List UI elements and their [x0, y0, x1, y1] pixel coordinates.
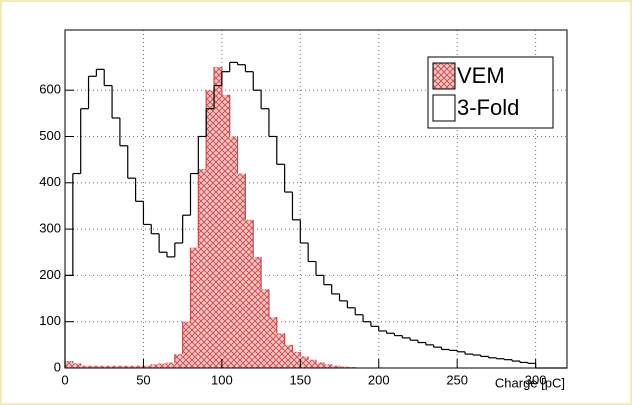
legend-swatch	[432, 94, 456, 122]
histogram-bar	[284, 344, 293, 368]
histogram-bar	[221, 94, 230, 369]
histogram-bar	[214, 67, 222, 368]
x-tick-label: 250	[446, 372, 468, 387]
histogram-bar	[237, 173, 246, 368]
x-tick-label: 0	[61, 372, 68, 387]
histogram-bar	[292, 351, 301, 368]
legend-swatch	[432, 62, 456, 90]
histogram-bar	[127, 365, 136, 368]
x-axis-title: Charge [pC]	[495, 375, 565, 390]
histogram-bar	[316, 362, 324, 368]
histogram-bar	[261, 289, 269, 368]
histogram-bar	[198, 168, 207, 368]
histogram-bar	[206, 90, 215, 369]
histogram-bar	[166, 362, 175, 368]
histogram-bar	[119, 365, 128, 368]
x-tick-label: 200	[368, 372, 390, 387]
y-tick-label: 0	[54, 359, 61, 374]
histogram-bar	[339, 366, 348, 368]
x-tick-label: 150	[289, 372, 311, 387]
y-tick-label: 500	[39, 128, 61, 143]
histogram-bar	[65, 361, 73, 368]
legend-label: 3-Fold	[457, 95, 519, 120]
histogram-bar	[112, 365, 120, 368]
histogram-bar	[72, 363, 81, 368]
histogram-bar	[182, 321, 191, 368]
y-tick-label: 100	[39, 313, 61, 328]
histogram-bar	[323, 364, 332, 368]
histogram-bar	[245, 219, 254, 368]
y-tick-label: 600	[39, 82, 61, 97]
histogram-bar	[174, 354, 183, 368]
histogram-bar	[96, 365, 105, 368]
histogram-bar	[331, 365, 340, 368]
histogram-bar	[159, 363, 167, 368]
histogram-bar	[88, 365, 97, 368]
histogram-bar	[151, 364, 160, 368]
plot-frame	[64, 29, 568, 369]
histogram-bar	[300, 356, 309, 368]
histogram-bar	[229, 136, 238, 368]
histogram-bar	[80, 365, 89, 368]
x-tick-label: 100	[211, 372, 233, 387]
histogram-bar	[268, 317, 277, 368]
histogram-bar	[308, 359, 316, 368]
y-tick-label: 200	[39, 267, 61, 282]
y-tick-label: 400	[39, 174, 61, 189]
histogram-bar	[135, 365, 144, 368]
histogram-bar	[143, 365, 152, 368]
histogram-bar	[253, 256, 262, 368]
histogram-bar	[190, 247, 199, 368]
histogram-bar	[276, 333, 285, 368]
histogram-bar	[104, 365, 113, 368]
legend-label: VEM	[457, 63, 505, 88]
y-tick-label: 300	[39, 221, 61, 236]
x-tick-label: 50	[136, 372, 150, 387]
x-tick-label: 300	[525, 372, 547, 387]
